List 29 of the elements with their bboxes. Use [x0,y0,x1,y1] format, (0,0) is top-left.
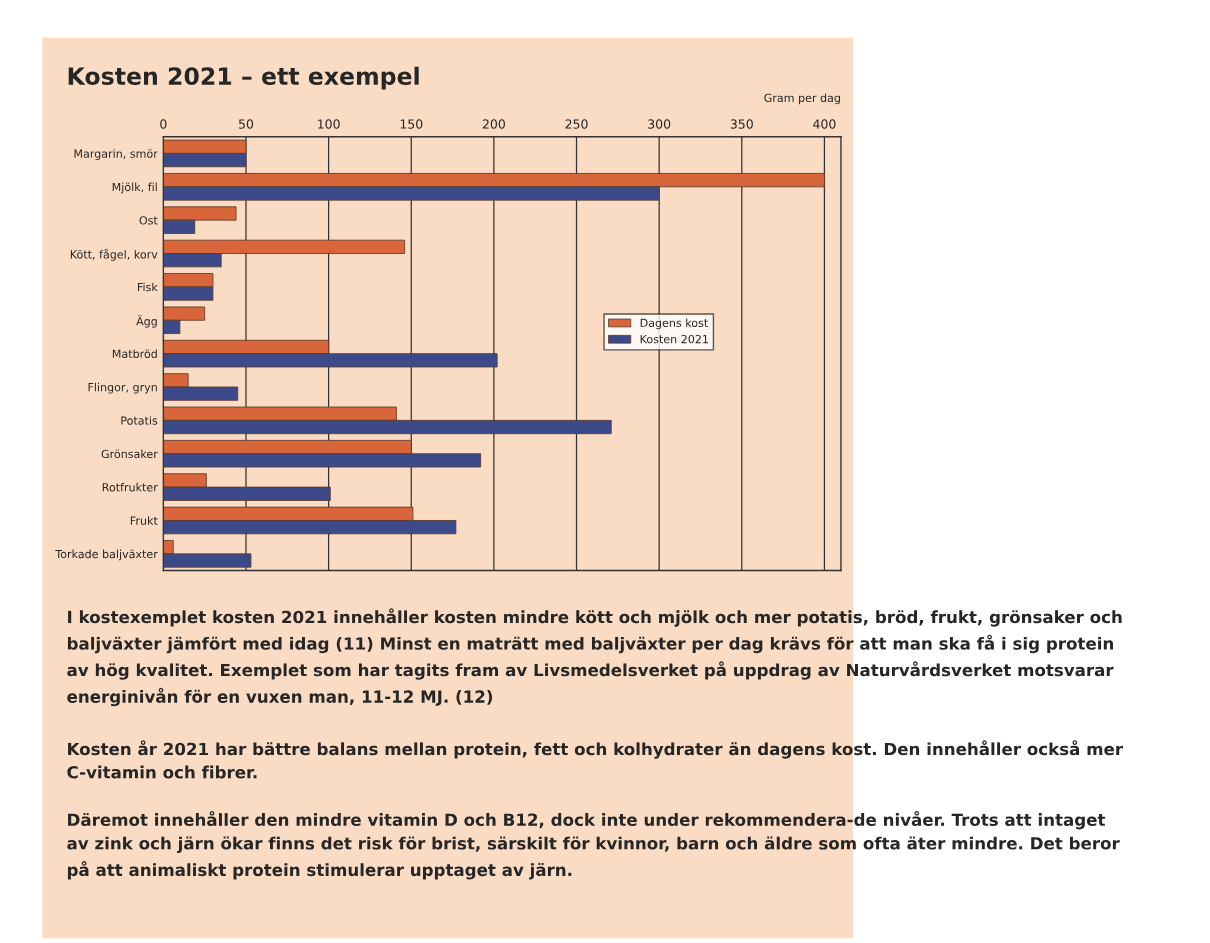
y-tick-label: Ost [139,216,158,225]
y-tick-label: Mjölk, fil [112,182,157,194]
y-tick-label: Flingor, gryn [88,382,157,394]
x-tick-label: 300 [648,119,671,129]
x-tick-label: 150 [400,119,423,129]
y-tick-label: Margarin, smör [74,149,158,160]
y-tick-label: Matbröd [112,349,157,358]
x-tick-label: 350 [730,119,753,129]
x-tick-label: 400 [813,119,836,129]
x-tick-label: 250 [565,119,588,129]
x-tick-label: 50 [239,119,254,129]
x-axis-title: Gram per dag [764,93,840,105]
y-tick-label: Kött, fågel, korv [70,248,158,261]
y-tick-label: Grönsaker [101,449,158,459]
y-tick-label: Torkade baljväxter [55,549,158,561]
legend-label: Dagens kost [640,318,708,330]
text: Kosten år 2021 har bättre balans mellan protein, fett och kolhydrater än dagens kost. Den innehåller också mer C-vitamin och fibrer. [67,740,1124,779]
y-tick-label: Rotfrukter [102,482,158,492]
x-tick-label: 200 [482,119,505,129]
y-tick-label: Ägg [136,315,157,328]
legend-label: Kosten 2021 [640,334,708,344]
chart-title: Kosten 2021 – ett exempel [68,66,419,90]
x-tick-label: 100 [318,119,340,129]
text: Däremot innehåller den mindre vitamin D och B12, dock inte under rekommendera-de nivåer. Trots att intaget av zink och järn ökar finns det risk för brist, särskilt för kvinnor, barn och äldre som ofta äter mindre. Det beror på att animaliskt protein stimulerar upptaget av järn. [67,810,1120,880]
y-tick-label: Potatis [121,416,158,425]
y-tick-label: Frukt [130,516,158,525]
text: I kostexemplet kosten 2021 innehåller kosten mindre kött och mjölk och mer potatis, bröd, frukt, grönsaker och baljväxter jämfört med idag (11) Minst en maträtt med baljväxter per dag krävs för att man ska få i sig protein av hög kvalitet. Exemplet som har tagits fram av Livsmedelsverket på uppdrag av Naturvårdsverket motsvarar energinivån för en vuxen man, 11-12 MJ. (12) [67,608,1122,707]
y-tick-label: Fisk [137,282,158,292]
x-tick-label: 0 [160,119,167,129]
